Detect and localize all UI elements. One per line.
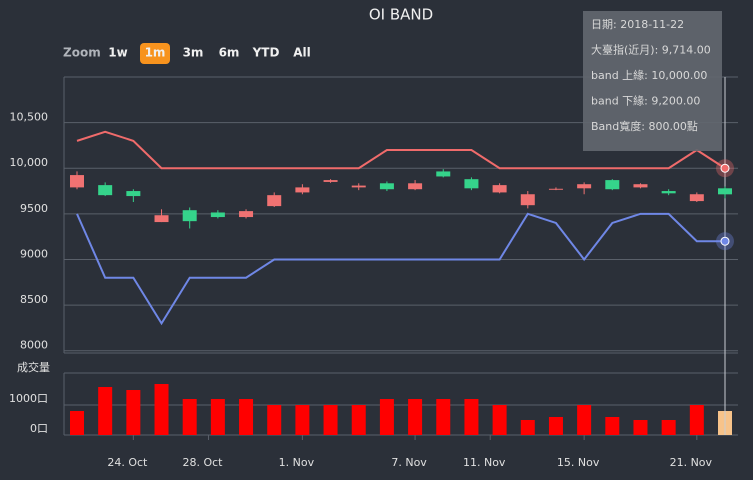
- volume-bar: [689, 405, 704, 435]
- candle-body: [323, 180, 338, 182]
- volume-bar: [154, 384, 169, 435]
- range-button-label: 6m: [219, 46, 240, 60]
- volume-bar: [661, 420, 676, 435]
- volume-bar: [605, 417, 620, 435]
- y-tick-label: 10,000: [10, 156, 49, 169]
- volume-bar: [351, 405, 366, 435]
- x-tick-label: 24. Oct: [107, 456, 148, 469]
- tooltip-box: [583, 11, 722, 151]
- candle-body: [239, 211, 254, 218]
- chart-title: OI BAND: [369, 6, 433, 24]
- candle-body: [379, 183, 394, 190]
- x-tick-label: 28. Oct: [182, 456, 223, 469]
- range-button-label: All: [293, 46, 311, 60]
- candle-body: [154, 215, 169, 223]
- volume-bar: [577, 405, 592, 435]
- range-button-label: YTD: [252, 46, 280, 60]
- candle-body: [351, 185, 366, 188]
- candle-body: [210, 212, 225, 218]
- candle-body: [548, 188, 563, 190]
- volume-bar: [70, 411, 84, 435]
- candle-body: [520, 194, 535, 206]
- candle-body: [70, 175, 84, 188]
- range-button[interactable]: 1w: [108, 46, 127, 60]
- candle-body: [126, 191, 141, 197]
- tooltip-line: band 上緣: 10,000.00: [591, 69, 707, 82]
- candle-body: [98, 185, 113, 196]
- range-button[interactable]: 3m: [183, 46, 204, 60]
- y-tick-label: 10,500: [10, 111, 49, 124]
- volume-bar: [633, 420, 648, 435]
- y-tick-label: 8500: [20, 293, 48, 306]
- range-button[interactable]: 1m: [140, 43, 170, 64]
- tooltip-line: band 下緣: 9,200.00: [591, 95, 700, 108]
- x-tick-label: 15. Nov: [557, 456, 600, 469]
- range-button[interactable]: All: [293, 46, 311, 60]
- candle-body: [633, 184, 648, 188]
- range-button-label: 1w: [108, 46, 127, 60]
- hover-marker: [720, 236, 730, 246]
- volume-bar: [408, 399, 423, 435]
- volume-bar: [98, 387, 113, 435]
- band-line: [76, 212, 725, 326]
- y-tick-label: 1000口: [9, 392, 48, 405]
- volume-bar: [520, 420, 535, 435]
- y-tick-label: 9000: [20, 247, 48, 260]
- x-tick-label: 7. Nov: [391, 456, 427, 469]
- candle-body: [436, 171, 451, 177]
- volume-bar: [492, 405, 507, 435]
- candle-body: [182, 210, 197, 222]
- x-tick-label: 1. Nov: [279, 456, 315, 469]
- tooltip-line: Band寬度: 800.00點: [591, 119, 698, 133]
- candle-body: [661, 191, 676, 194]
- candle-body: [267, 195, 282, 207]
- zoom-label: Zoom: [63, 46, 101, 60]
- volume-bar: [182, 399, 197, 435]
- volume-bar: [464, 399, 479, 435]
- candle-body: [689, 194, 704, 202]
- x-tick-label: 11. Nov: [463, 456, 506, 469]
- x-tick-label: 21. Nov: [670, 456, 713, 469]
- candle-body: [464, 179, 479, 189]
- candle-body: [295, 187, 310, 193]
- volume-bar: [436, 399, 451, 435]
- range-button[interactable]: YTD: [252, 46, 280, 60]
- y-tick-label: 8000: [20, 339, 48, 352]
- volume-bar: [126, 390, 141, 435]
- candle-body: [492, 185, 507, 193]
- y-tick-label: 0口: [30, 422, 48, 435]
- candle-body: [605, 180, 620, 190]
- candle-body: [718, 188, 732, 195]
- volume-axis-title: 成交量: [17, 360, 50, 374]
- tooltip-line: 大臺指(近月): 9,714.00: [591, 43, 711, 57]
- volume-bar: [323, 405, 338, 435]
- hover-marker: [720, 163, 730, 173]
- y-tick-label: 9500: [20, 202, 48, 215]
- tooltip-line: 日期: 2018-11-22: [591, 18, 684, 31]
- range-button-label: 1m: [145, 46, 166, 60]
- volume-bar: [239, 399, 254, 435]
- volume-bar: [210, 399, 225, 435]
- volume-bar: [267, 405, 282, 435]
- candle-body: [408, 183, 423, 190]
- volume-bar: [548, 417, 563, 435]
- volume-bar: [379, 399, 394, 435]
- band-line: [76, 130, 726, 170]
- volume-bar: [295, 405, 310, 435]
- range-button-label: 3m: [183, 46, 204, 60]
- range-button[interactable]: 6m: [219, 46, 240, 60]
- candle-body: [577, 184, 592, 189]
- range-button-bg: [140, 43, 170, 64]
